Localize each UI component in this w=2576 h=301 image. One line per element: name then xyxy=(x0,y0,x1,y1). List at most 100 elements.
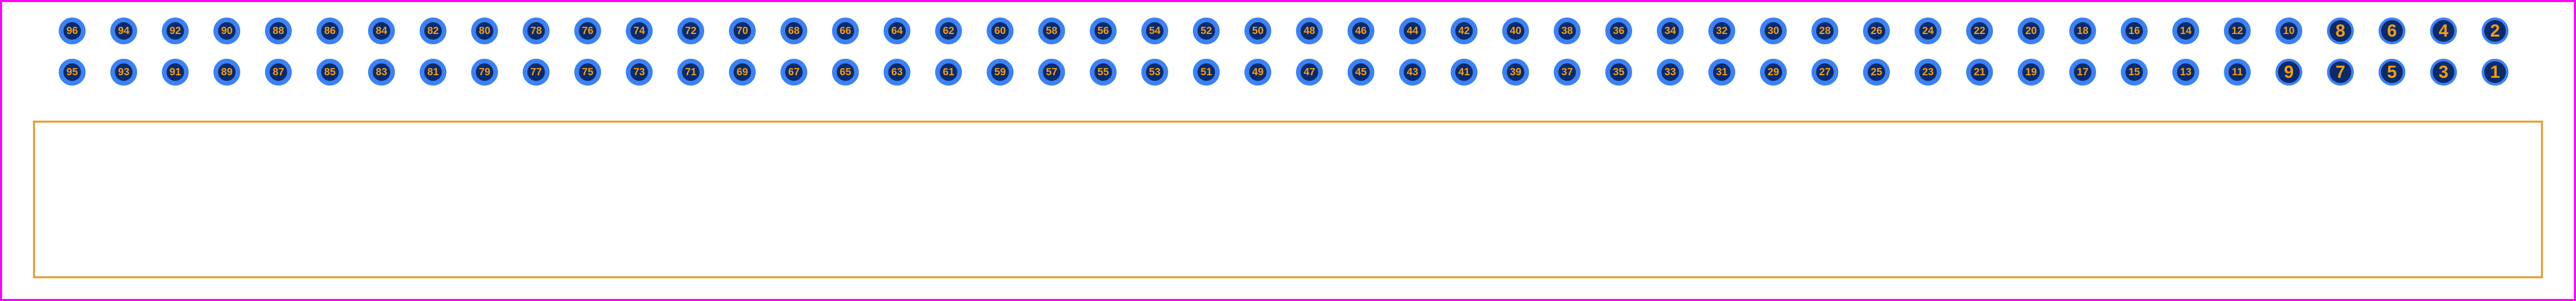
pin-21[interactable]: 21 xyxy=(1966,59,1993,86)
pin-76[interactable]: 76 xyxy=(574,18,601,44)
pin-36[interactable]: 36 xyxy=(1605,18,1632,44)
pin-44[interactable]: 44 xyxy=(1399,18,1426,44)
pin-31[interactable]: 31 xyxy=(1708,59,1735,86)
pin-45[interactable]: 45 xyxy=(1348,59,1374,86)
pin-84[interactable]: 84 xyxy=(368,18,395,44)
pin-72[interactable]: 72 xyxy=(677,18,704,44)
pin-95[interactable]: 95 xyxy=(59,59,86,86)
pin-27[interactable]: 27 xyxy=(1811,59,1838,86)
pin-89[interactable]: 89 xyxy=(213,59,240,86)
pin-label: 47 xyxy=(1304,67,1315,77)
pin-6[interactable]: 6 xyxy=(2379,18,2405,44)
pin-94[interactable]: 94 xyxy=(110,18,137,44)
pin-79[interactable]: 79 xyxy=(471,59,498,86)
pin-16[interactable]: 16 xyxy=(2121,18,2148,44)
pin-51[interactable]: 51 xyxy=(1193,59,1220,86)
pin-64[interactable]: 64 xyxy=(884,18,910,44)
pin-58[interactable]: 58 xyxy=(1038,18,1065,44)
pin-48[interactable]: 48 xyxy=(1296,18,1323,44)
pin-49[interactable]: 49 xyxy=(1244,59,1271,86)
pin-96[interactable]: 96 xyxy=(59,18,86,44)
pin-30[interactable]: 30 xyxy=(1760,18,1787,44)
pin-43[interactable]: 43 xyxy=(1399,59,1426,86)
pin-9[interactable]: 9 xyxy=(2275,59,2302,86)
pin-71[interactable]: 71 xyxy=(677,59,704,86)
pin-15[interactable]: 15 xyxy=(2121,59,2148,86)
pin-59[interactable]: 59 xyxy=(987,59,1013,86)
pin-52[interactable]: 52 xyxy=(1193,18,1220,44)
pin-42[interactable]: 42 xyxy=(1451,18,1477,44)
pin-66[interactable]: 66 xyxy=(832,18,859,44)
pin-3[interactable]: 3 xyxy=(2430,59,2457,86)
pin-24[interactable]: 24 xyxy=(1915,18,1941,44)
pin-90[interactable]: 90 xyxy=(213,18,240,44)
pin-73[interactable]: 73 xyxy=(626,59,653,86)
pin-91[interactable]: 91 xyxy=(162,59,189,86)
pin-20[interactable]: 20 xyxy=(2018,18,2045,44)
pin-74[interactable]: 74 xyxy=(626,18,653,44)
pin-87[interactable]: 87 xyxy=(265,59,292,86)
pin-28[interactable]: 28 xyxy=(1811,18,1838,44)
pin-93[interactable]: 93 xyxy=(110,59,137,86)
pin-69[interactable]: 69 xyxy=(729,59,756,86)
pin-81[interactable]: 81 xyxy=(420,59,446,86)
pin-50[interactable]: 50 xyxy=(1244,18,1271,44)
pin-80[interactable]: 80 xyxy=(471,18,498,44)
pin-25[interactable]: 25 xyxy=(1863,59,1890,86)
pin-23[interactable]: 23 xyxy=(1915,59,1941,86)
pin-18[interactable]: 18 xyxy=(2069,18,2096,44)
pin-77[interactable]: 77 xyxy=(523,59,550,86)
pin-62[interactable]: 62 xyxy=(935,18,962,44)
pin-12[interactable]: 12 xyxy=(2224,18,2251,44)
pin-7[interactable]: 7 xyxy=(2327,59,2354,86)
pin-label: 77 xyxy=(530,67,542,77)
pin-46[interactable]: 46 xyxy=(1348,18,1374,44)
pin-54[interactable]: 54 xyxy=(1141,18,1168,44)
pin-38[interactable]: 38 xyxy=(1554,18,1581,44)
pin-39[interactable]: 39 xyxy=(1502,59,1529,86)
pin-53[interactable]: 53 xyxy=(1141,59,1168,86)
pin-83[interactable]: 83 xyxy=(368,59,395,86)
pin-17[interactable]: 17 xyxy=(2069,59,2096,86)
pin-35[interactable]: 35 xyxy=(1605,59,1632,86)
pin-60[interactable]: 60 xyxy=(987,18,1013,44)
pin-41[interactable]: 41 xyxy=(1451,59,1477,86)
pin-label: 80 xyxy=(479,26,490,36)
pin-78[interactable]: 78 xyxy=(523,18,550,44)
pin-33[interactable]: 33 xyxy=(1657,59,1684,86)
pin-40[interactable]: 40 xyxy=(1502,18,1529,44)
pin-29[interactable]: 29 xyxy=(1760,59,1787,86)
pin-19[interactable]: 19 xyxy=(2018,59,2045,86)
pin-75[interactable]: 75 xyxy=(574,59,601,86)
pin-10[interactable]: 10 xyxy=(2275,18,2302,44)
pin-57[interactable]: 57 xyxy=(1038,59,1065,86)
pin-14[interactable]: 14 xyxy=(2172,18,2199,44)
pin-63[interactable]: 63 xyxy=(884,59,910,86)
pin-47[interactable]: 47 xyxy=(1296,59,1323,86)
pin-34[interactable]: 34 xyxy=(1657,18,1684,44)
pin-26[interactable]: 26 xyxy=(1863,18,1890,44)
pin-32[interactable]: 32 xyxy=(1708,18,1735,44)
pin-13[interactable]: 13 xyxy=(2172,59,2199,86)
pin-70[interactable]: 70 xyxy=(729,18,756,44)
pin-86[interactable]: 86 xyxy=(317,18,343,44)
pin-88[interactable]: 88 xyxy=(265,18,292,44)
pin-11[interactable]: 11 xyxy=(2224,59,2251,86)
pin-4[interactable]: 4 xyxy=(2430,18,2457,44)
pin-37[interactable]: 37 xyxy=(1554,59,1581,86)
pin-1[interactable]: 1 xyxy=(2482,59,2508,86)
pin-68[interactable]: 68 xyxy=(780,18,807,44)
pin-56[interactable]: 56 xyxy=(1090,18,1117,44)
pin-61[interactable]: 61 xyxy=(935,59,962,86)
pin-8[interactable]: 8 xyxy=(2327,18,2354,44)
pin-85[interactable]: 85 xyxy=(317,59,343,86)
pin-65[interactable]: 65 xyxy=(832,59,859,86)
pin-2[interactable]: 2 xyxy=(2482,18,2508,44)
pin-82[interactable]: 82 xyxy=(420,18,446,44)
pin-label: 37 xyxy=(1561,67,1573,77)
pin-67[interactable]: 67 xyxy=(780,59,807,86)
pin-55[interactable]: 55 xyxy=(1090,59,1117,86)
pin-5[interactable]: 5 xyxy=(2379,59,2405,86)
pin-92[interactable]: 92 xyxy=(162,18,189,44)
pin-22[interactable]: 22 xyxy=(1966,18,1993,44)
